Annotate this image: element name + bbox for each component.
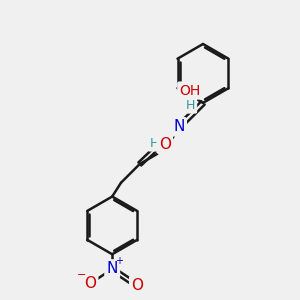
Text: +: + <box>115 256 123 266</box>
Text: H: H <box>149 137 159 150</box>
Text: O: O <box>131 278 143 293</box>
Text: O: O <box>159 137 171 152</box>
Text: N: N <box>106 262 118 277</box>
Text: N: N <box>173 119 185 134</box>
Text: −: − <box>76 271 86 281</box>
Text: O: O <box>84 276 96 291</box>
Text: N: N <box>161 141 172 156</box>
Text: H: H <box>186 99 195 112</box>
Text: OH: OH <box>179 83 200 98</box>
